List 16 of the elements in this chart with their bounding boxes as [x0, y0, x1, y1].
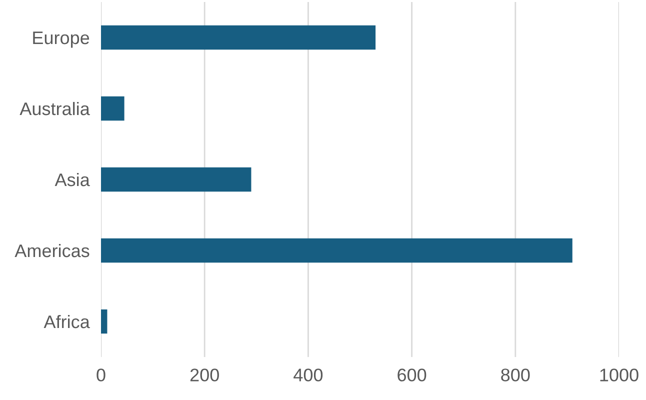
bar	[101, 96, 124, 121]
x-tick-label: 800	[501, 368, 530, 382]
bar	[101, 309, 108, 334]
x-tick-label: 0	[96, 368, 106, 382]
y-tick-label: Europe	[33, 32, 90, 48]
y-tick-label: Americas	[14, 244, 90, 258]
y-tick-label: Africa	[44, 314, 90, 328]
y-tick-label: Asia	[54, 172, 90, 186]
bar	[101, 238, 572, 263]
x-tick-label: 400	[294, 368, 323, 382]
x-tick-label: 600	[398, 368, 426, 382]
bar	[101, 167, 252, 192]
y-tick-label: Australia	[20, 102, 90, 116]
x-tick-label: 1000	[600, 368, 638, 382]
x-tick-label: 200	[190, 368, 219, 382]
bar	[101, 25, 376, 50]
